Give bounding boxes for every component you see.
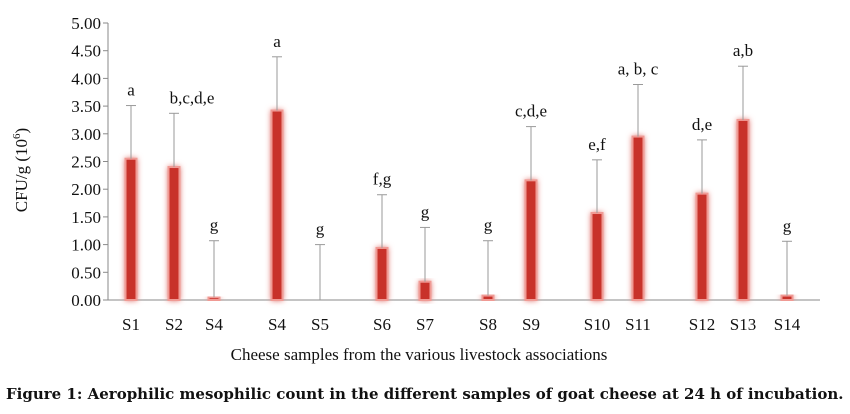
y-tick-label: 5.00 <box>71 14 101 33</box>
bar-chart: 0.00 0.50 1.00 1.50 2.00 2.50 3.00 3.50 4.00 4.50… <box>11 14 820 364</box>
y-tick-label: 0.50 <box>71 263 101 282</box>
bar <box>207 296 221 302</box>
y-axis-title: CFU/g (106) <box>11 128 31 212</box>
significance-letter: g <box>316 220 325 239</box>
x-tick-label: S4 <box>205 315 223 334</box>
x-tick-label: S9 <box>522 315 540 334</box>
bar <box>524 179 538 301</box>
significance-letter: b,c,d,e <box>170 88 215 107</box>
significance-letter: a <box>127 81 135 100</box>
bar <box>631 135 645 301</box>
x-tick-label: S11 <box>625 315 651 334</box>
bar <box>695 192 709 301</box>
significance-letter: d,e <box>692 115 712 134</box>
significance-letter: e,f <box>588 135 606 154</box>
x-tick-label: S2 <box>165 315 183 334</box>
significance-letter: a, b, c <box>618 59 659 78</box>
x-tick-label: S1 <box>122 315 140 334</box>
bar <box>481 294 495 301</box>
y-axis-title-close: ) <box>12 128 31 134</box>
error-bars <box>126 56 792 300</box>
bar <box>780 294 794 301</box>
significance-letter: g <box>484 216 493 235</box>
y-tick-label: 4.00 <box>71 69 101 88</box>
figure-caption: Figure 1: Aerophilic mesophilic count in… <box>6 385 844 403</box>
y-tick-label: 4.50 <box>71 42 101 61</box>
y-tick-label: 1.50 <box>71 208 101 227</box>
x-tick-label: S4 <box>268 315 286 334</box>
bar <box>736 118 750 301</box>
significance-letter: g <box>783 216 792 235</box>
y-axis-title-main: CFU/g (10 <box>12 139 31 212</box>
x-axis-title: Cheese samples from the various livestoc… <box>231 345 608 364</box>
y-tick-label: 1.00 <box>71 236 101 255</box>
bar <box>418 280 432 301</box>
y-tick-label: 0.00 <box>71 291 101 310</box>
x-tick-label: S5 <box>311 315 329 334</box>
significance-letter: a <box>273 32 281 51</box>
x-tick-label: S12 <box>689 315 715 334</box>
y-tick-label: 3.50 <box>71 97 101 116</box>
y-tick-label: 2.50 <box>71 153 101 172</box>
y-tick-label: 3.00 <box>71 125 101 144</box>
y-axis-title-superscript: 6 <box>11 133 23 139</box>
x-tick-label: S6 <box>373 315 391 334</box>
x-tick-label: S14 <box>774 315 801 334</box>
bar <box>375 246 389 301</box>
significance-letter: g <box>421 202 430 221</box>
axes: 0.00 0.50 1.00 1.50 2.00 2.50 3.00 3.50 4.00 4.50… <box>71 14 820 310</box>
significance-letter: f,g <box>373 170 392 189</box>
labels: S1 a S2 b,c,d,e S4 g S4 a S5 g S6 f,g S7 g S8 g S9 c,d,e S… <box>122 32 801 334</box>
x-tick-label: S7 <box>416 315 434 334</box>
bar <box>270 109 284 301</box>
bar <box>167 166 181 301</box>
significance-letter: g <box>210 216 219 235</box>
significance-letter: c,d,e <box>515 102 547 121</box>
x-tick-label: S13 <box>730 315 756 334</box>
significance-letter: a,b <box>733 41 753 60</box>
x-tick-label: S10 <box>584 315 610 334</box>
bar <box>590 212 604 301</box>
bars <box>124 109 794 302</box>
bar <box>124 157 138 301</box>
y-tick-label: 2.00 <box>71 180 101 199</box>
x-tick-label: S8 <box>479 315 497 334</box>
